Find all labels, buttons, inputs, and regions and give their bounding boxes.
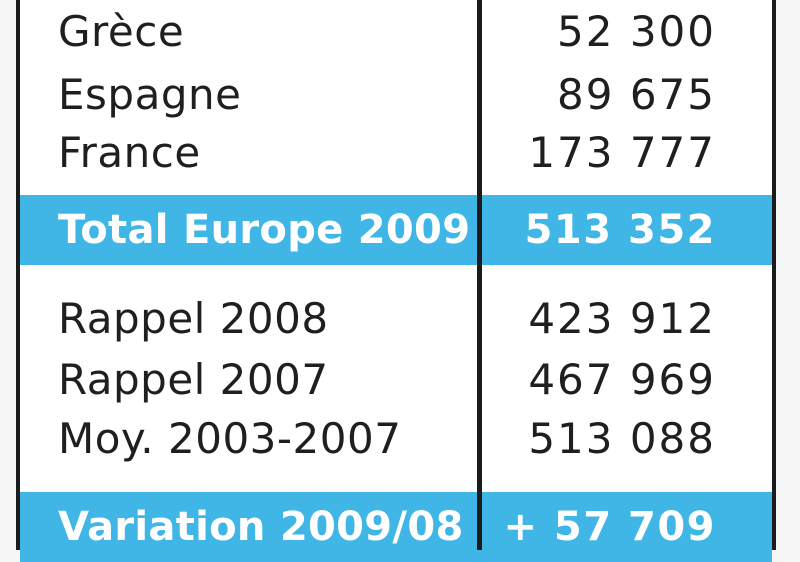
- total-label: Total Europe 2009: [58, 207, 471, 253]
- row-value: 423 912: [528, 293, 716, 343]
- row-value: 173 777: [528, 127, 716, 177]
- variation-row: Variation 2009/08 + 57 709: [20, 492, 772, 562]
- row-value: 52 300: [557, 6, 716, 56]
- row-value: 89 675: [557, 69, 716, 119]
- total-value: 513 352: [524, 207, 716, 253]
- row-value: 467 969: [528, 354, 716, 404]
- table-row: Espagne 89 675: [20, 63, 772, 125]
- table-row: France 173 777: [20, 122, 772, 182]
- row-label: Rappel 2007: [58, 354, 329, 404]
- total-row: Total Europe 2009 513 352: [20, 195, 772, 265]
- row-label: France: [58, 127, 201, 177]
- table-row: Grèce 52 300: [20, 4, 772, 58]
- variation-label: Variation 2009/08: [58, 504, 464, 550]
- table-row: Moy. 2003-2007 513 088: [20, 408, 772, 468]
- row-label: Grèce: [58, 6, 185, 56]
- row-label: Moy. 2003-2007: [58, 413, 402, 463]
- data-table: Grèce 52 300 Espagne 89 675 France 173 7…: [16, 0, 776, 562]
- column-divider: [477, 0, 482, 550]
- row-label: Rappel 2008: [58, 293, 329, 343]
- table-row: Rappel 2007 467 969: [20, 348, 772, 410]
- row-value: 513 088: [528, 413, 716, 463]
- row-label: Espagne: [58, 69, 242, 119]
- table-row: Rappel 2008 423 912: [20, 288, 772, 348]
- variation-value: + 57 709: [503, 504, 716, 550]
